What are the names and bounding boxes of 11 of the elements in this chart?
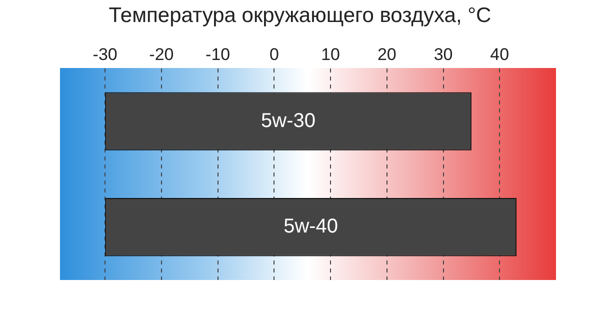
x-tick-label: 0 bbox=[269, 44, 279, 64]
x-tick-label: 30 bbox=[434, 44, 453, 64]
x-tick-label: -30 bbox=[92, 44, 118, 64]
x-tick-label: 20 bbox=[377, 44, 396, 64]
y-tick-label: 5w-40 bbox=[284, 216, 338, 238]
x-tick-label: 10 bbox=[321, 44, 340, 64]
chart-title: Температура окружающего воздуха, °С bbox=[108, 4, 492, 28]
y-tick-label: 5w-30 bbox=[261, 110, 316, 132]
x-tick-label: -10 bbox=[206, 44, 230, 64]
x-tick-label: 40 bbox=[490, 44, 510, 64]
x-tick-label: -20 bbox=[149, 44, 174, 64]
